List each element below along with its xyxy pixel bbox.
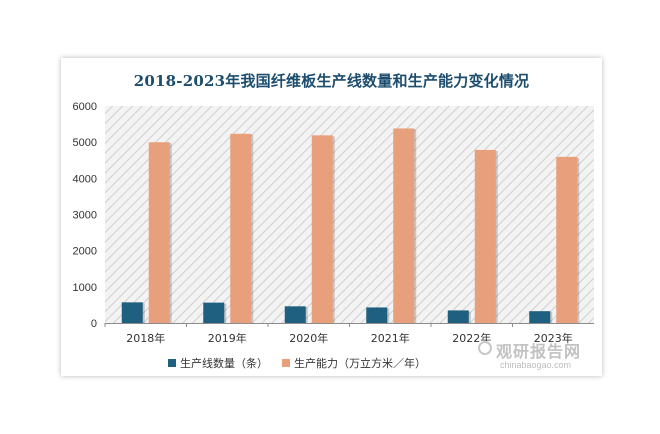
bar-production-capacity (474, 149, 496, 323)
bar-chart: 0 1000 2000 3000 4000 5000 6000 2018年 2019年 2020… (73, 101, 594, 345)
legend-item-capacity: 生产能力（万立方米／年） (282, 355, 426, 371)
bar-production-lines (121, 302, 143, 323)
y-tick-label: 1000 (73, 282, 97, 294)
legend-swatch-capacity (282, 359, 290, 367)
bar-production-lines (203, 302, 225, 323)
bar-production-lines (529, 311, 551, 323)
watermark: 观研报告网 chinabaogao.com (478, 338, 608, 378)
legend-swatch-lines (168, 359, 176, 367)
plot-area-background (105, 106, 594, 323)
y-tick-label: 2000 (73, 246, 97, 258)
bar-production-capacity (311, 135, 333, 323)
watermark-logo-icon (478, 341, 492, 355)
bar-production-lines (366, 307, 388, 323)
y-tick-label: 5000 (73, 137, 97, 149)
y-tick-label: 3000 (73, 210, 97, 222)
legend-item-lines: 生产线数量（条） (168, 355, 268, 371)
y-tick-label: 0 (91, 318, 97, 330)
chart-title: 2018-2023年我国纤维板生产线数量和生产能力变化情况 (133, 72, 530, 90)
x-tick-label: 2019年 (208, 331, 247, 345)
x-tick-label: 2018年 (126, 331, 165, 345)
y-tick-label: 4000 (73, 173, 97, 185)
watermark-url: chinabaogao.com (500, 360, 572, 370)
bar-production-lines (447, 310, 469, 323)
chart-legend: 生产线数量（条） 生产能力（万立方米／年） (168, 355, 440, 371)
x-tick-label: 2021年 (371, 331, 410, 345)
legend-label-capacity: 生产能力（万立方米／年） (294, 357, 426, 370)
bar-production-capacity (393, 128, 415, 323)
bar-production-capacity (556, 156, 578, 323)
bar-production-capacity (230, 133, 252, 323)
y-tick-label: 6000 (73, 101, 97, 113)
chart-card: 2018-2023年我国纤维板生产线数量和生产能力变化情况 0 1000 2000 3… (61, 58, 602, 376)
x-tick-label: 2023年 (534, 331, 573, 345)
bar-production-capacity (148, 142, 170, 323)
watermark-name: 观研报告网 (496, 342, 582, 361)
bar-production-lines (284, 306, 306, 323)
x-tick-label: 2020年 (289, 331, 328, 345)
legend-label-lines: 生产线数量（条） (180, 357, 268, 370)
